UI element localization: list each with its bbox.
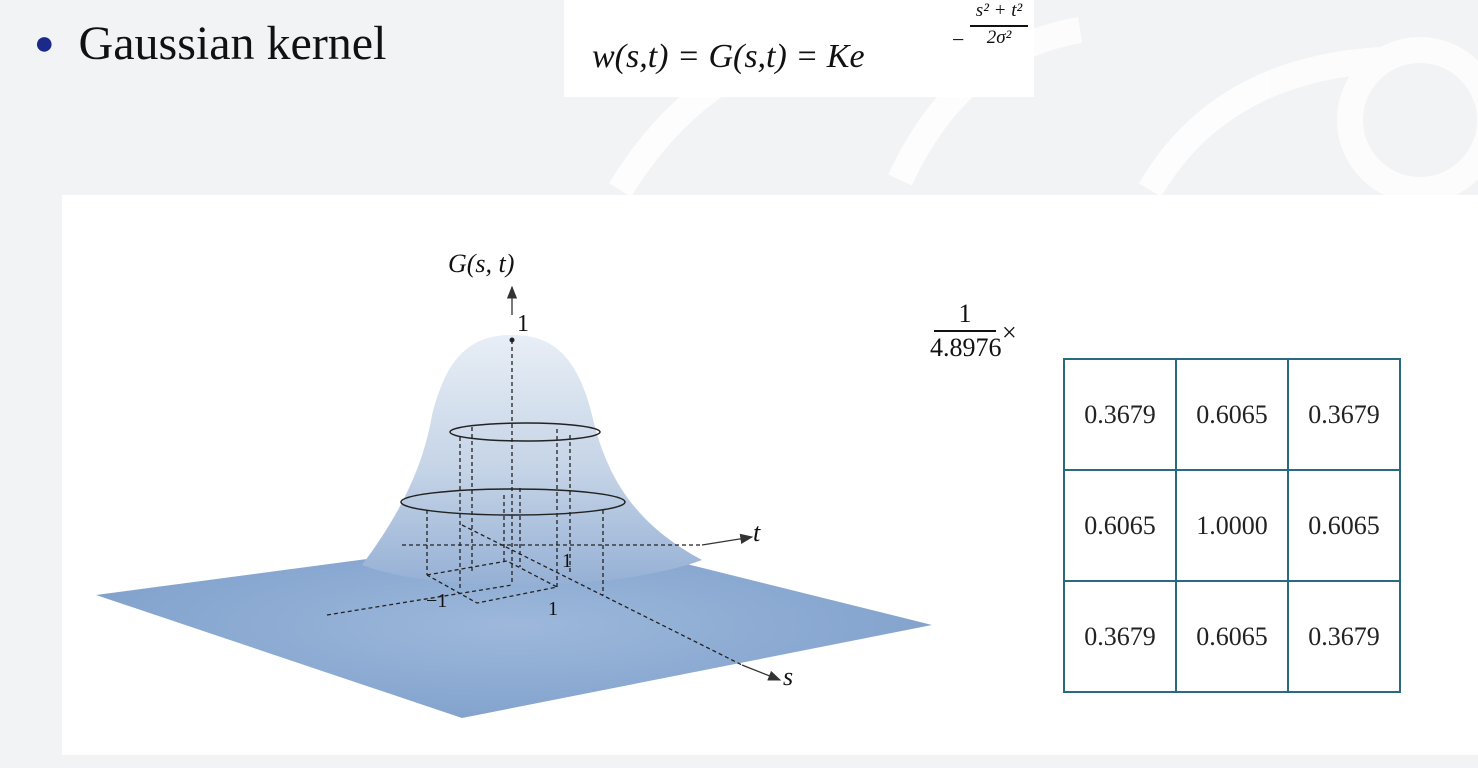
peak-label: 1: [517, 311, 529, 337]
axis-neg-dashed: [326, 584, 513, 616]
kernel-cell: 0.6065: [1175, 580, 1289, 693]
kernel-row: 0.3679 0.6065 0.3679: [1063, 358, 1401, 471]
kernel-cell: 0.3679: [1063, 358, 1177, 471]
axis-s-arrow: [741, 664, 782, 681]
times-sign: ×: [1002, 318, 1017, 347]
surface-base-plane: [96, 533, 932, 718]
exponent-numerator: s² + t²: [975, 0, 1023, 21]
contour-ellipse-upper: [449, 422, 601, 442]
formula-panel: w(s,t) = G(s,t) = Ke − s² + t² 2σ²: [564, 0, 1034, 97]
kernel-cell: 0.6065: [1063, 469, 1177, 582]
kernel-cell: 0.3679: [1287, 580, 1401, 693]
axis-s-label: s: [783, 662, 793, 691]
kernel-cell: 0.6065: [1175, 358, 1289, 471]
formula-lhs: w(s,t) = G(s,t) = Ke: [592, 38, 865, 75]
gaussian-formula: w(s,t) = G(s,t) = Ke: [592, 38, 865, 76]
bullet-item: ● Gaussian kernel: [34, 14, 386, 74]
gaussian-kernel-table: 0.3679 0.6065 0.3679 0.6065 1.0000 0.606…: [1063, 358, 1401, 693]
fraction-bar: [934, 330, 996, 332]
grid-square: [426, 560, 559, 604]
tick-neg1-label: −1: [426, 590, 447, 612]
kernel-cell: 0.6065: [1287, 469, 1401, 582]
tick-s-label: 1: [548, 598, 558, 620]
peak-point: [509, 337, 515, 343]
exponent-fraction-bar: [970, 25, 1028, 27]
axis-t-arrow: [701, 533, 754, 546]
kernel-cell: 1.0000: [1175, 469, 1289, 582]
axis-t-label: t: [753, 518, 761, 547]
kernel-row: 0.6065 1.0000 0.6065: [1063, 469, 1401, 582]
fraction-denominator: 4.8976: [930, 332, 1002, 362]
contour-ellipse-lower: [400, 488, 626, 516]
tick-t-label: 1: [562, 550, 572, 572]
kernel-row: 0.3679 0.6065 0.3679: [1063, 580, 1401, 693]
kernel-cell: 0.3679: [1063, 580, 1177, 693]
exponent-denominator: 2σ²: [986, 27, 1012, 48]
bullet-text: Gaussian kernel: [78, 17, 387, 70]
gaussian-bell-surface: [362, 335, 702, 586]
normalization-fraction: 1 4.8976: [930, 299, 1002, 362]
bullet-dot-icon: ●: [34, 25, 55, 62]
gaussian-surface-plot: G(s, t) 1 t s 1 −1 1: [96, 249, 932, 718]
fraction-numerator: 1: [958, 299, 972, 328]
axis-s-dashed: [461, 524, 743, 666]
axis-g-label: G(s, t): [448, 249, 514, 278]
kernel-cell: 0.3679: [1287, 358, 1401, 471]
exponent-sign: −: [952, 27, 965, 52]
